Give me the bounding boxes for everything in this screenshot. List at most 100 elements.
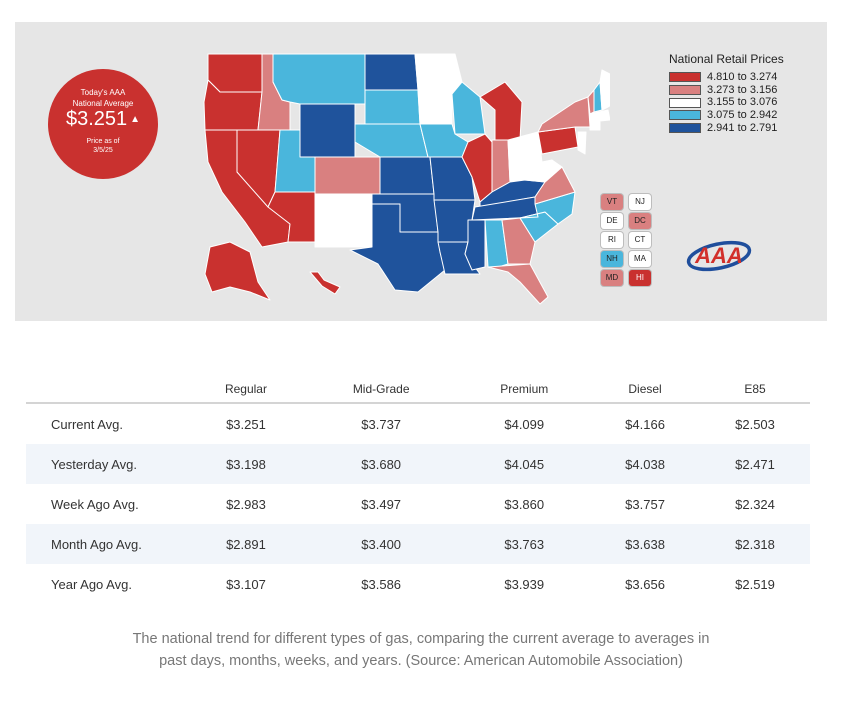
column-header-regular: Regular xyxy=(188,375,304,404)
table-row: Current Avg. $3.251 $3.737 $4.099 $4.166 $2.5… xyxy=(26,403,810,444)
triangle-up-icon: ▲ xyxy=(130,114,141,125)
price-legend: National Retail Prices 4.810 to 3.274 3.2… xyxy=(669,52,819,134)
price-cell: $2.471 xyxy=(735,456,775,472)
state-box-vt: VT xyxy=(601,194,623,210)
table-row: Week Ago Avg. $2.983 $3.497 $3.860 $3.757 $2.… xyxy=(26,484,810,524)
table-row: Year Ago Avg. $3.107 $3.586 $3.939 $3.656 $2.… xyxy=(26,564,810,604)
state-box-de: DE xyxy=(601,213,623,229)
price-cell: $2.324 xyxy=(735,496,775,512)
legend-item: 3.155 to 3.076 xyxy=(669,96,819,109)
legend-item: 2.941 to 2.791 xyxy=(669,122,819,135)
row-label: Year Ago Avg. xyxy=(51,576,132,592)
price-cell: $3.198 xyxy=(226,456,266,472)
state-box-dc: DC xyxy=(629,213,651,229)
state-co xyxy=(314,156,381,195)
state-nc xyxy=(519,191,576,225)
badge-title-line1: Today's AAA xyxy=(80,88,126,97)
price-cell: $3.400 xyxy=(361,536,402,552)
badge-asof-label: Price as of xyxy=(86,138,120,145)
legend-label: 3.075 to 2.942 xyxy=(707,108,778,121)
table-row: Month Ago Avg. $2.891 $3.400 $3.763 $3.638 $2… xyxy=(26,524,810,564)
price-cell: $3.638 xyxy=(625,536,665,552)
gas-price-table: Regular Mid-Grade Premium Diesel E85 Cur… xyxy=(26,375,810,604)
price-cell: $4.038 xyxy=(625,456,665,472)
badge-asof-date: 3/5/25 xyxy=(93,147,113,154)
price-cell: $2.519 xyxy=(735,576,775,592)
state-ak xyxy=(204,241,271,301)
aaa-logo-text: AAA xyxy=(694,243,743,268)
row-label: Current Avg. xyxy=(51,416,124,432)
price-map-panel: Today's AAA National Average $3.251 ▲ Pri… xyxy=(15,22,827,321)
price-cell: $2.891 xyxy=(226,536,266,552)
state-nd xyxy=(364,53,419,91)
state-tx xyxy=(349,203,446,293)
state-box-md: MD xyxy=(601,270,623,286)
column-header-diesel: Diesel xyxy=(590,375,701,404)
state-ma xyxy=(589,109,610,123)
price-cell: $3.860 xyxy=(504,496,545,512)
national-average-badge: Today's AAA National Average $3.251 ▲ Pri… xyxy=(48,69,158,179)
price-cell: $3.763 xyxy=(504,536,545,552)
state-mt xyxy=(272,53,366,105)
price-cell: $3.251 xyxy=(226,416,266,432)
price-cell: $2.983 xyxy=(226,496,266,512)
state-az xyxy=(267,191,316,243)
column-header-premium: Premium xyxy=(458,375,591,404)
price-cell: $3.737 xyxy=(361,416,402,432)
state-box-hi: HI xyxy=(629,270,651,286)
price-cell: $4.166 xyxy=(625,416,665,432)
state-box-ri: RI xyxy=(601,232,623,248)
state-box-nj: NJ xyxy=(629,194,651,210)
row-label: Yesterday Avg. xyxy=(51,456,138,472)
state-ks xyxy=(379,156,435,195)
legend-items: 4.810 to 3.274 3.273 to 3.156 3.155 to 3.0… xyxy=(669,71,819,134)
us-state-price-map xyxy=(203,53,610,305)
price-cell: $3.656 xyxy=(625,576,665,592)
aaa-logo: AAA xyxy=(686,240,752,272)
state-ny xyxy=(537,96,591,133)
state-nm xyxy=(314,193,373,248)
state-hi xyxy=(309,271,341,295)
state-fl xyxy=(487,263,549,305)
legend-swatch xyxy=(669,123,701,134)
state-sd xyxy=(364,89,421,125)
price-cell: $2.503 xyxy=(735,416,775,432)
figure-caption: The national trend for different types o… xyxy=(132,631,710,669)
state-va xyxy=(534,166,576,205)
state-box-ma: MA xyxy=(629,251,651,267)
legend-item: 3.075 to 2.942 xyxy=(669,109,819,122)
state-ct xyxy=(589,121,601,131)
price-cell: $3.757 xyxy=(625,496,665,512)
table-header-row: Regular Mid-Grade Premium Diesel E85 xyxy=(26,375,810,404)
national-average-price: $3.251 xyxy=(65,108,128,130)
row-label: Week Ago Avg. xyxy=(51,496,139,512)
legend-item: 4.810 to 3.274 xyxy=(669,71,819,84)
price-cell: $4.099 xyxy=(504,416,545,432)
legend-label: 3.155 to 3.076 xyxy=(707,96,778,109)
price-cell: $3.586 xyxy=(361,576,402,592)
legend-title: National Retail Prices xyxy=(669,52,784,66)
state-wi xyxy=(451,81,486,135)
state-box-ct: CT xyxy=(629,232,651,248)
table-row: Yesterday Avg. $3.198 $3.680 $4.045 $4.038 $2… xyxy=(26,444,810,484)
row-label: Month Ago Avg. xyxy=(51,536,142,552)
badge-title-line2: National Average xyxy=(72,99,134,108)
state-mn xyxy=(414,53,463,125)
price-cell: $3.680 xyxy=(361,456,402,472)
state-wy xyxy=(299,103,356,158)
state-me xyxy=(599,69,610,111)
price-cell: $4.045 xyxy=(504,456,545,472)
legend-item: 3.273 to 3.156 xyxy=(669,84,819,97)
legend-label: 3.273 to 3.156 xyxy=(707,83,778,96)
column-header-e85: E85 xyxy=(700,375,810,404)
price-cell: $2.318 xyxy=(735,536,775,552)
state-wv xyxy=(524,159,563,183)
state-ne xyxy=(354,123,429,158)
state-wa xyxy=(207,53,263,93)
column-header xyxy=(26,375,188,404)
state-mi xyxy=(479,81,523,141)
legend-label: 4.810 to 3.274 xyxy=(707,70,778,83)
price-cell: $3.497 xyxy=(361,496,402,512)
legend-label: 2.941 to 2.791 xyxy=(707,121,778,134)
price-cell: $3.939 xyxy=(504,576,545,592)
